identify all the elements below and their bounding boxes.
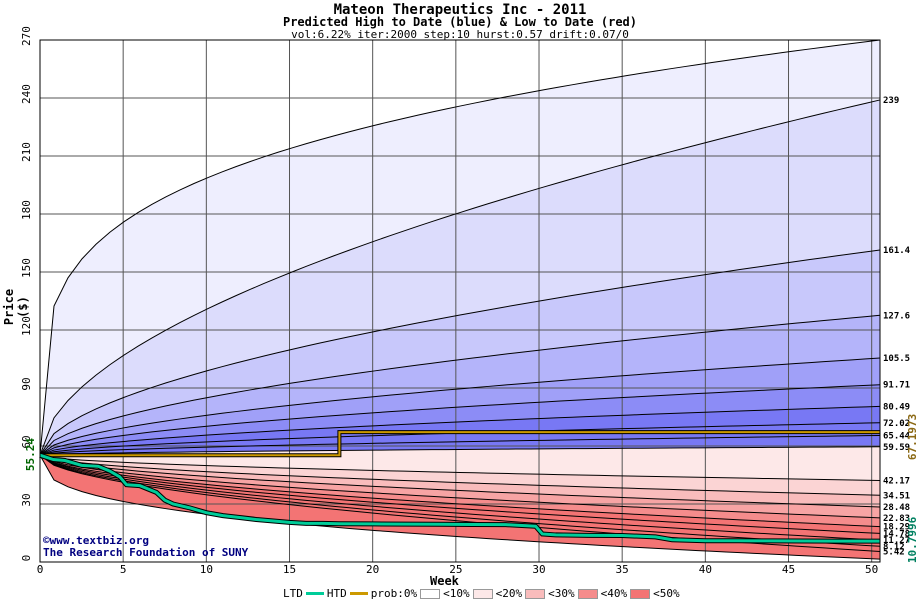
credit-foundation: The Research Foundation of SUNY — [43, 546, 249, 559]
high-end-label-2: 127.6 — [883, 311, 910, 321]
high-curve-4 — [39, 357, 881, 456]
high-band-3 — [40, 315, 880, 456]
credit-copyright: ©www.textbiz.org — [43, 534, 149, 547]
legend-swatch-30 — [577, 588, 598, 599]
x-tick-9: 45 — [782, 563, 795, 576]
y-tick-1: 30 — [20, 493, 33, 506]
legend-prob-label: prob:0% — [370, 587, 418, 600]
legend-htd-swatch — [349, 592, 368, 595]
low-band-2 — [40, 455, 880, 507]
y-tick-0: 0 — [20, 555, 33, 562]
low-end-label-5: 18.29 — [883, 523, 910, 533]
high-curve-8 — [39, 434, 881, 456]
htd-end-label: 67.1973 — [906, 414, 919, 460]
legend-swatch-40 — [630, 588, 651, 599]
legend-swatch-10 — [472, 588, 493, 599]
x-tick-6: 30 — [532, 563, 545, 576]
legend-swatch-0 — [420, 588, 441, 599]
low-curve-2 — [39, 454, 881, 496]
legend-swatch-20 — [525, 588, 546, 599]
low-end-label-4: 22.83 — [883, 514, 910, 524]
plot-frame — [39, 39, 881, 563]
high-curve-0 — [39, 39, 881, 456]
high-end-label-0: 239 — [883, 96, 899, 106]
low-band-7 — [40, 455, 880, 547]
low-end-label-3: 28.48 — [883, 503, 910, 513]
low-curve-0 — [39, 446, 881, 456]
x-tick-5: 25 — [449, 563, 462, 576]
y-tick-9: 270 — [20, 26, 33, 46]
y-tick-4: 120 — [20, 316, 33, 336]
high-curve-5 — [39, 384, 881, 456]
chart-title: Mateon Therapeutics Inc - 2011 — [333, 2, 587, 18]
y-tick-2: 60 — [20, 435, 33, 448]
high-end-label-7: 65.44 — [883, 431, 911, 441]
low-band-3 — [40, 455, 880, 518]
high-end-label-1: 161.4 — [883, 246, 911, 256]
x-tick-7: 35 — [616, 563, 629, 576]
high-end-label-3: 105.5 — [883, 354, 910, 364]
low-curve-7 — [39, 454, 881, 541]
low-band-9 — [40, 455, 880, 560]
low-end-label-9: 5.42 — [883, 548, 905, 558]
low-end-label-0: 59.59 — [883, 443, 910, 453]
x-axis-label: Week — [430, 574, 459, 588]
legend-20-label: <20% — [495, 587, 523, 600]
legend-30-label: <30% — [548, 587, 575, 600]
chart-subtitle: Predicted High to Date (blue) & Low to D… — [282, 15, 637, 29]
x-tick-8: 40 — [699, 563, 712, 576]
low-curve-4 — [39, 454, 881, 519]
low-band-6 — [40, 455, 880, 541]
low-band-5 — [40, 455, 880, 534]
legend-50-label: <50% — [653, 587, 680, 600]
low-curve-1 — [39, 454, 881, 481]
high-end-label-6: 72.02 — [883, 419, 910, 429]
high-band-1 — [40, 99, 880, 456]
high-curve-6 — [39, 405, 881, 456]
high-band-5 — [40, 384, 880, 456]
low-band-1 — [40, 455, 880, 496]
low-curve-5 — [39, 454, 881, 528]
ltd-end-label: 10.7996 — [906, 516, 919, 563]
y-tick-3: 90 — [20, 377, 33, 390]
low-curve-6 — [39, 454, 881, 534]
low-end-label-8: 8.12 — [883, 542, 905, 552]
low-end-label-2: 34.51 — [883, 491, 910, 501]
high-curve-2 — [39, 249, 881, 456]
ltd-line — [39, 453, 880, 543]
y-tick-6: 180 — [20, 200, 33, 220]
legend-ltd-label: LTD — [283, 587, 303, 600]
high-band-0 — [40, 40, 880, 456]
x-tick-3: 15 — [283, 563, 296, 576]
low-curve-8 — [39, 454, 881, 547]
legend: LTD HTD prob:0% <10% <20% <30% <40% <50% — [283, 587, 680, 600]
htd-line — [40, 431, 880, 457]
high-band-2 — [40, 249, 880, 456]
y-axis-label: Price ($) — [2, 288, 30, 326]
low-end-label-1: 42.17 — [883, 476, 910, 486]
y-tick-7: 210 — [20, 142, 33, 162]
y-tick-8: 240 — [20, 84, 33, 104]
start-price-label: 55.24 — [24, 437, 38, 472]
high-end-label-4: 91.71 — [883, 381, 910, 391]
legend-10-label: <10% — [443, 587, 470, 600]
y-tick-5: 150 — [20, 258, 33, 278]
x-tick-4: 20 — [366, 563, 379, 576]
legend-ltd-swatch — [305, 592, 324, 595]
legend-htd-label: HTD — [326, 587, 347, 600]
low-end-label-7: 11.27 — [883, 536, 910, 546]
x-tick-1: 5 — [120, 563, 127, 576]
x-tick-0: 0 — [37, 563, 44, 576]
legend-40-label: <40% — [600, 587, 628, 600]
low-curve-3 — [39, 454, 881, 508]
high-end-label-5: 80.49 — [883, 402, 910, 412]
low-curve-bottom — [39, 454, 881, 560]
x-tick-2: 10 — [200, 563, 213, 576]
chart-params: vol:6.22% iter:2000 step:10 hurst:0.57 d… — [291, 28, 629, 41]
high-curve-3 — [39, 314, 881, 456]
x-tick-10: 50 — [865, 563, 878, 576]
high-curve-1 — [39, 99, 881, 456]
low-end-label-6: 14.78 — [883, 529, 910, 539]
